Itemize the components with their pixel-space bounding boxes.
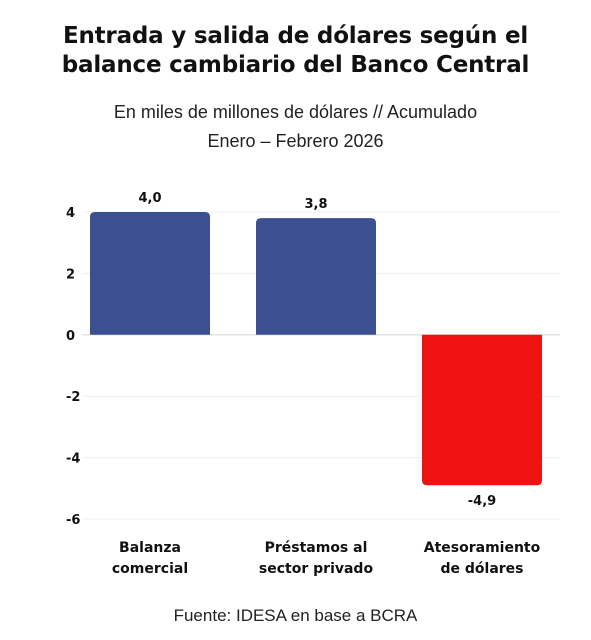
chart-title: Entrada y salida de dólares según el bal… <box>0 22 591 80</box>
x-tick-label: comercial <box>112 561 188 577</box>
chart-title-line-1: Entrada y salida de dólares según el <box>62 23 529 49</box>
y-tick-label: 2 <box>66 267 75 282</box>
bar <box>90 212 210 335</box>
data-label: 3,8 <box>304 197 327 212</box>
data-label: 4,0 <box>138 191 161 206</box>
bar <box>422 334 542 486</box>
y-tick-label: 0 <box>66 329 75 344</box>
bar <box>256 218 376 335</box>
y-tick-label: -2 <box>66 390 80 405</box>
x-tick-label: sector privado <box>259 561 374 577</box>
y-tick-label: 4 <box>66 206 75 221</box>
data-label: -4,9 <box>468 494 496 509</box>
chart-subtitle: En miles de millones de dólares // Acumu… <box>0 98 591 156</box>
x-tick-label: Balanza <box>119 540 181 556</box>
chart-subtitle-line-2: Enero – Febrero 2026 <box>207 131 384 151</box>
bar-chart: 4 2 0 -2 -4 -6 4,0 Balanza comercial 3,8 Préstamos… <box>66 191 560 577</box>
y-tick-label: -4 <box>66 452 80 467</box>
chart-subtitle-line-1: En miles de millones de dólares // Acumu… <box>113 102 478 122</box>
source-note: Fuente: IDESA en base a BCRA <box>173 606 418 625</box>
y-tick-label: -6 <box>66 513 80 528</box>
x-tick-label: Préstamos al <box>265 540 368 556</box>
x-tick-label: de dólares <box>440 561 523 577</box>
chart-title-line-2: balance cambiario del Banco Central <box>61 52 530 78</box>
x-tick-label: Atesoramiento <box>424 540 541 556</box>
